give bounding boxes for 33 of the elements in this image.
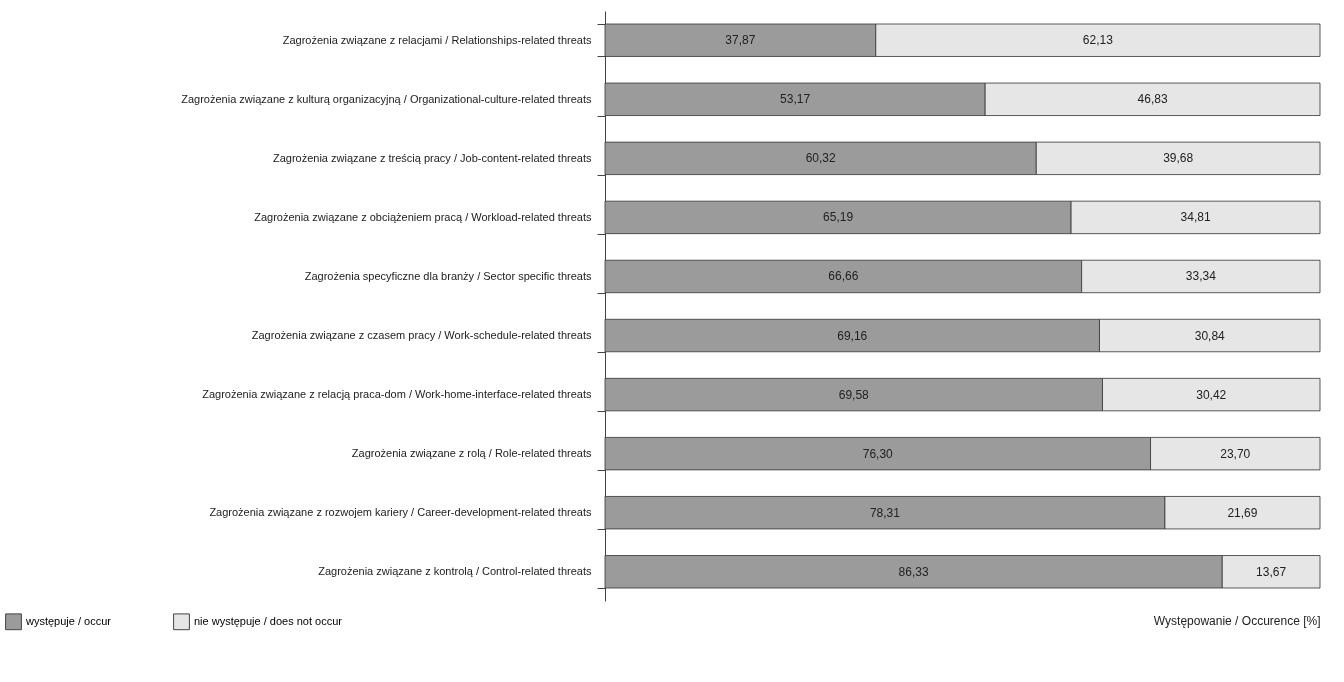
y-tick-label: Zagrożenia związane z czasem pracy / Work-schedule-related threats xyxy=(251,329,592,342)
data-label: 13,67 xyxy=(1256,564,1287,579)
y-tick-label: Zagrożenia związane z relacją praca-dom / Work-home-interface-related threats xyxy=(202,388,592,401)
data-label: 69,16 xyxy=(837,328,868,343)
data-label: 53,17 xyxy=(780,92,811,107)
y-tick-label: Zagrożenia specyficzne dla branży / Sector specific threats xyxy=(304,269,592,282)
y-tick-label: Zagrożenia związane z relacjami / Relationships-related threats xyxy=(282,33,592,46)
data-label: 39,68 xyxy=(1163,151,1194,166)
data-label: 60,32 xyxy=(805,151,836,166)
data-label: 69,58 xyxy=(838,387,870,402)
legend-label: nie występuje / does not occur xyxy=(194,614,343,627)
data-label: 21,69 xyxy=(1227,505,1258,520)
data-label: 30,84 xyxy=(1194,328,1226,343)
x-axis-title: Występowanie / Occurence [%] xyxy=(1153,613,1321,628)
data-label: 86,33 xyxy=(898,564,929,579)
data-label: 37,87 xyxy=(725,33,756,48)
data-label: 23,70 xyxy=(1220,446,1251,461)
y-tick-label: Zagrożenia związane z rolą / Role-related threats xyxy=(351,447,592,460)
y-tick-label: Zagrożenia związane z rozwojem kariery / Career-development-related threats xyxy=(209,506,592,519)
data-label: 66,66 xyxy=(828,269,859,284)
data-label: 33,34 xyxy=(1185,269,1217,284)
data-label: 65,19 xyxy=(823,210,854,225)
data-label: 30,42 xyxy=(1196,387,1227,402)
data-label: 62,13 xyxy=(1082,33,1114,48)
data-label: 34,81 xyxy=(1180,210,1211,225)
data-label: 78,31 xyxy=(869,505,901,520)
y-tick-label: Zagrożenia związane z obciążeniem pracą / Workload-related threats xyxy=(254,210,592,223)
data-label: 76,30 xyxy=(862,446,894,461)
y-tick-label: Zagrożenia związane z treścią pracy / Job-content-related threats xyxy=(272,151,592,164)
y-tick-label: Zagrożenia związane z kontrolą / Control-related threats xyxy=(318,565,592,578)
legend-label: występuje / occur xyxy=(25,614,112,627)
data-label: 46,83 xyxy=(1137,92,1168,107)
y-tick-label: Zagrożenia związane z kulturą organizacyjną / Organizational-culture-related threats xyxy=(181,92,592,105)
